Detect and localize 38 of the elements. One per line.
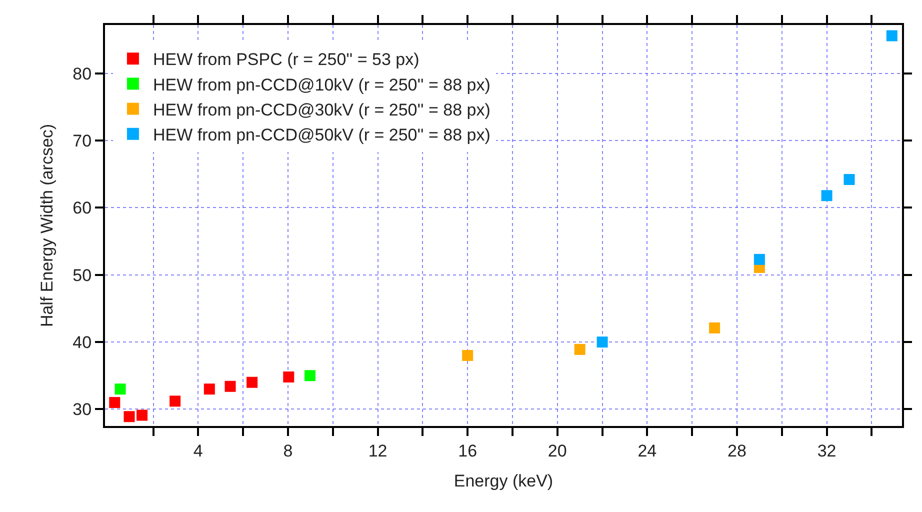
legend-label: HEW from pn-CCD@30kV (r = 250'' = 88 px) [152,100,490,120]
point [109,396,120,408]
point [754,254,765,265]
point [124,411,135,422]
y-tick-label: 70 [72,131,92,150]
point [170,396,181,407]
x-tick-label: 20 [548,441,567,460]
x-tick-label: 32 [817,441,836,460]
y-tick-label: 30 [72,400,92,420]
legend-label: HEW from PSPC (r = 250'' = 53 px) [152,50,420,70]
x-tick-label: 12 [368,441,388,460]
y-tick-label: 40 [72,332,92,352]
y-axis-title: Half Energy Width (arcsec) [38,124,57,328]
x-tick-label: 28 [728,441,746,460]
point [596,336,608,348]
x-tick-label: 16 [458,441,478,460]
point [283,371,294,382]
y-tick-label: 80 [72,64,92,84]
x-tick-label: 8 [283,441,293,460]
point [709,322,720,334]
point [246,376,258,388]
point [886,30,898,42]
point [844,174,855,185]
legend-label: HEW from pn-CCD@50kV (r = 250'' = 88 px) [152,126,490,145]
x-tick-label: 4 [193,441,203,460]
x-tick-label: 24 [638,441,657,460]
point [574,344,586,355]
point [462,350,474,361]
y-tick-label: 50 [72,266,92,285]
legend-label: HEW from pn-CCD@10kV (r = 250'' = 88 px) [152,75,490,94]
point [136,410,148,421]
point [304,370,316,382]
point [224,380,236,392]
point [821,190,832,202]
point [114,384,126,395]
y-tick-label: 60 [72,198,92,218]
x-axis-title: Energy (keV) [454,471,554,490]
point [204,384,215,395]
